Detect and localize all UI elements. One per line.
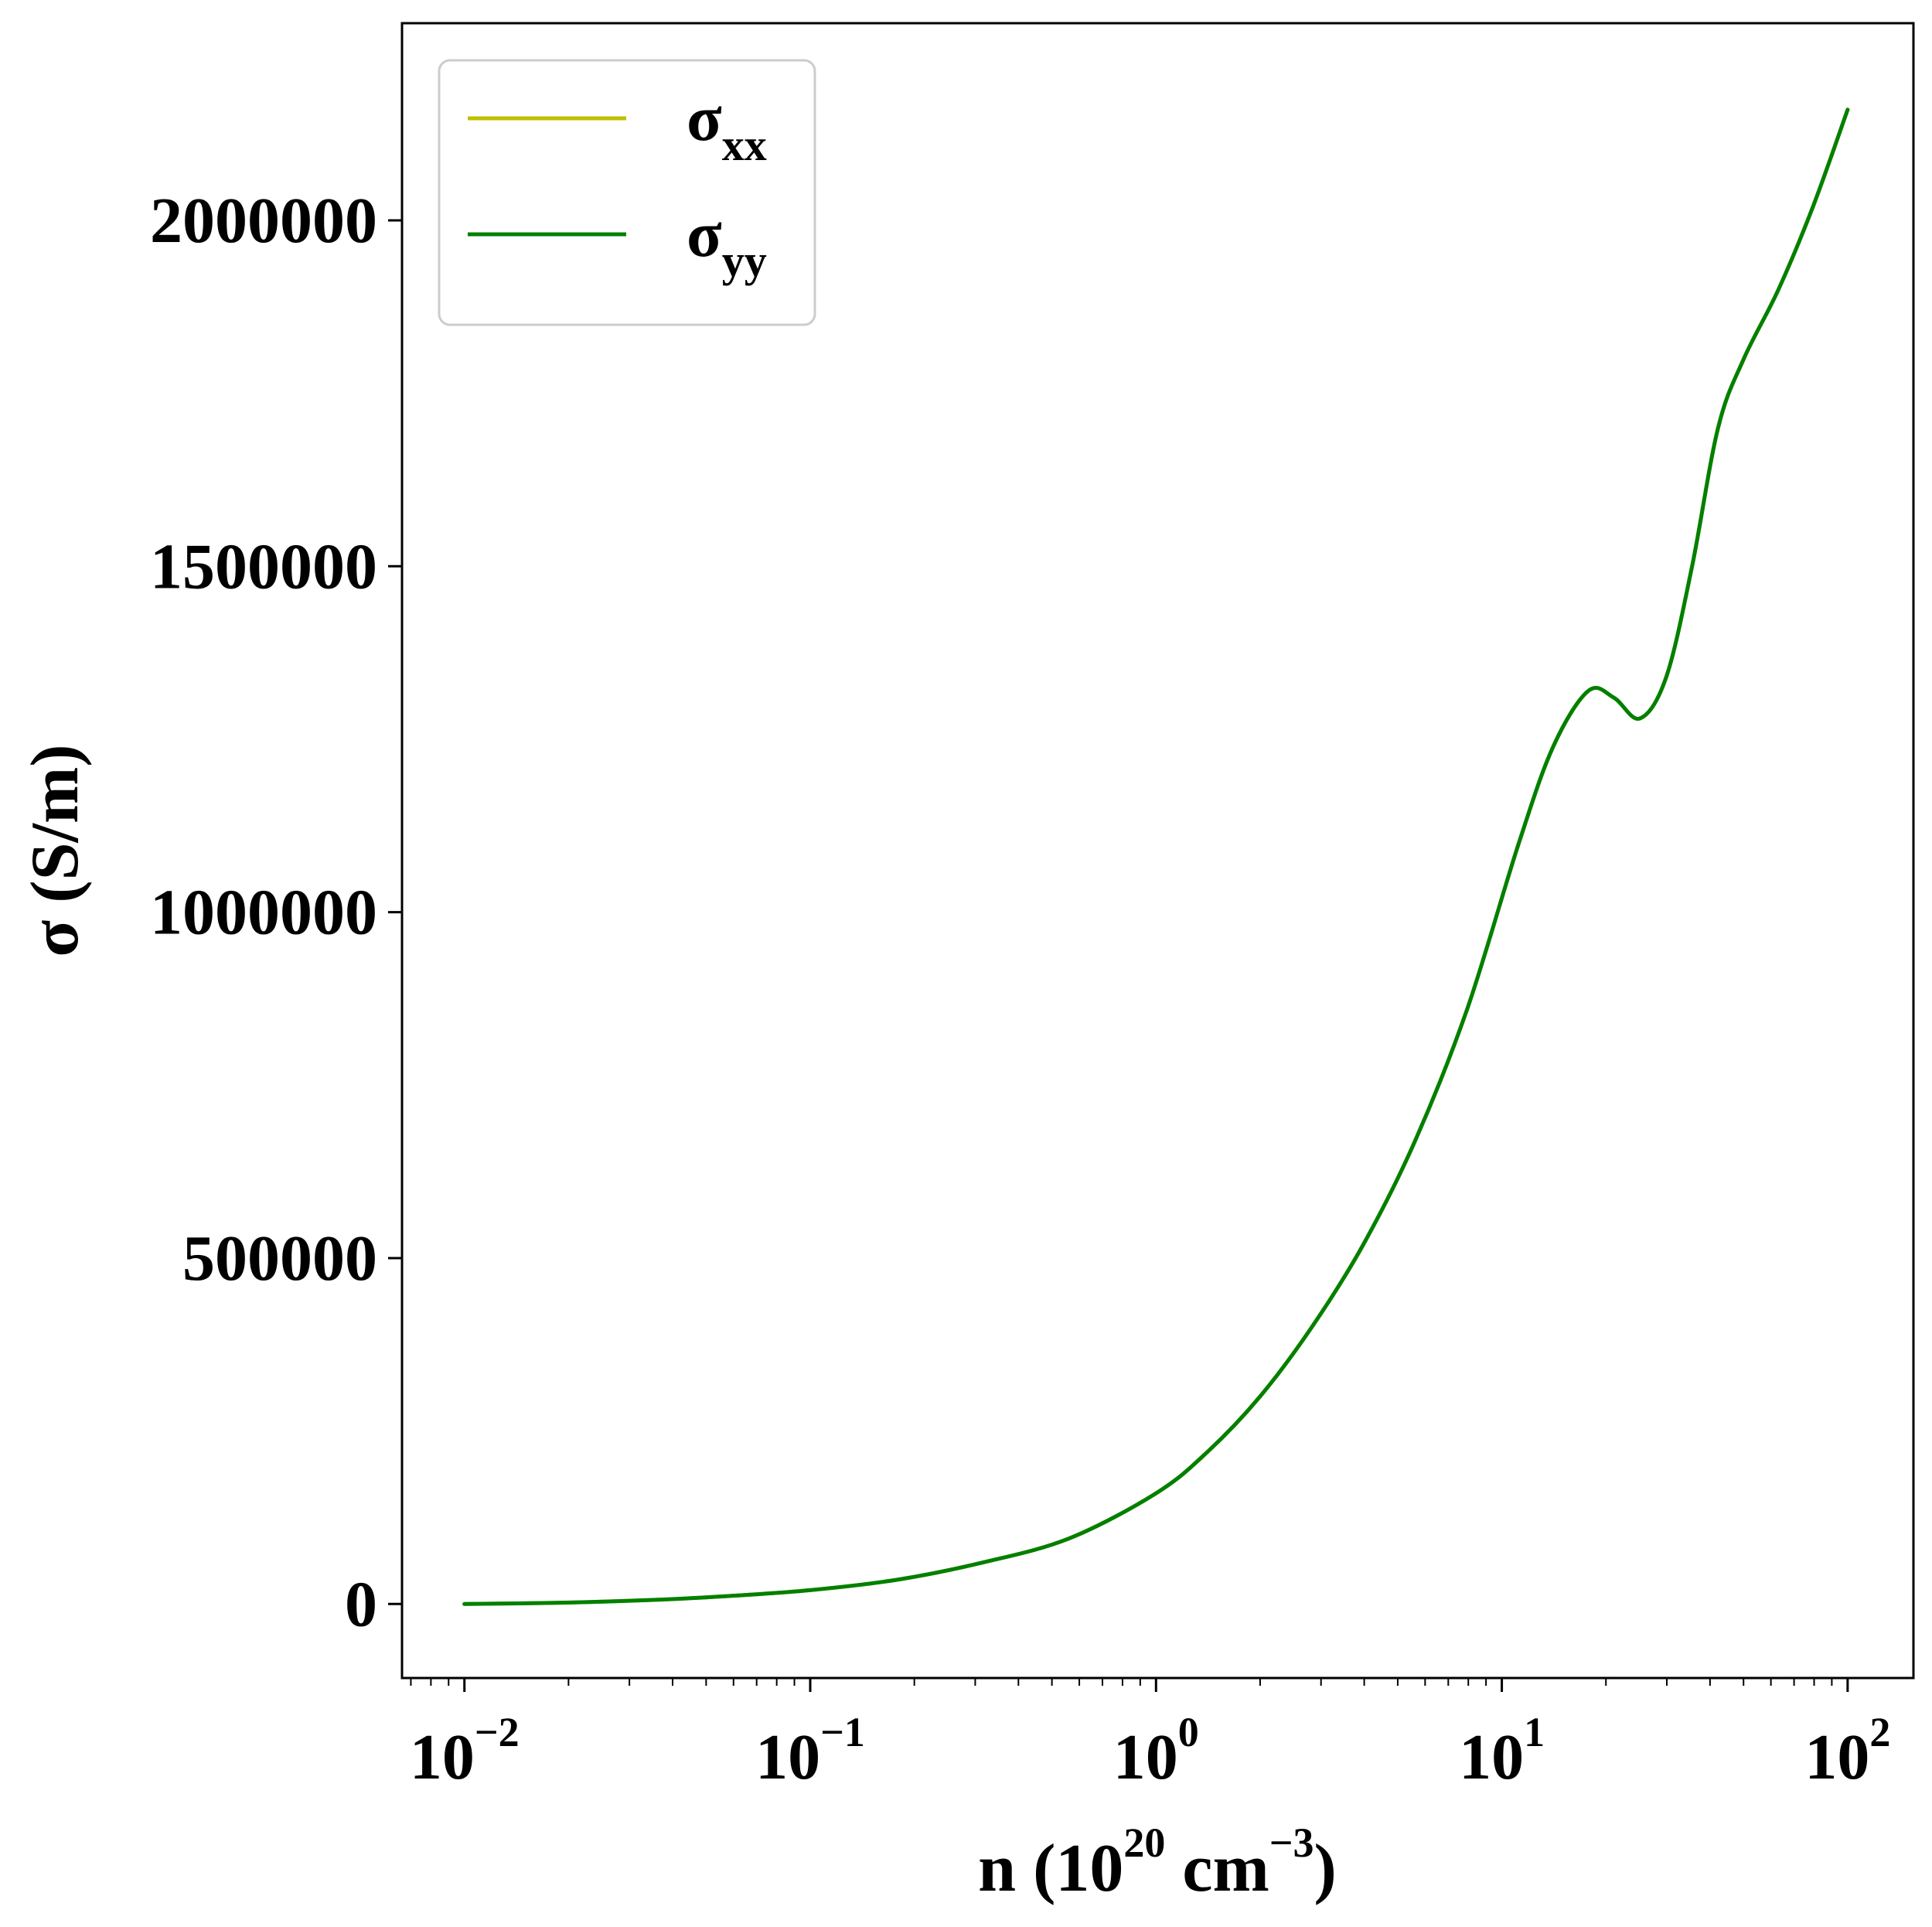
y-axis-label: σ (S/m) xyxy=(18,744,93,957)
y-tick-label: 2000000 xyxy=(150,185,377,257)
legend-label-yy: σyy xyxy=(687,199,767,286)
series-line-yy xyxy=(462,107,1850,1606)
y-tick-label: 500000 xyxy=(182,1223,377,1294)
y-tick-label: 0 xyxy=(345,1568,377,1640)
y-tick-label: 1500000 xyxy=(150,530,377,602)
x-tick-label: 10−2 xyxy=(410,1709,520,1793)
x-tick-label: 102 xyxy=(1804,1709,1890,1793)
y-tick-label: 1000000 xyxy=(150,877,377,949)
x-axis-label: n (1020 cm−3) xyxy=(978,1820,1337,1906)
series-layer xyxy=(462,107,1850,1606)
legend-label-xx: σxx xyxy=(687,83,767,170)
series-line-xx xyxy=(462,107,1850,1606)
plot-area-frame xyxy=(400,22,1915,1680)
y-axis-ticks: 0 500000 1000000 1500000 2000000 xyxy=(150,185,402,1640)
x-tick-label: 10−1 xyxy=(755,1709,865,1793)
x-minor-ticks xyxy=(410,1678,1833,1686)
legend-box xyxy=(438,59,816,326)
x-axis-ticks: 10−2 10−1 100 101 102 xyxy=(410,1678,1890,1793)
legend: σxx σyy xyxy=(438,59,816,326)
x-tick-label: 100 xyxy=(1113,1709,1199,1793)
x-tick-label: 101 xyxy=(1459,1709,1545,1793)
